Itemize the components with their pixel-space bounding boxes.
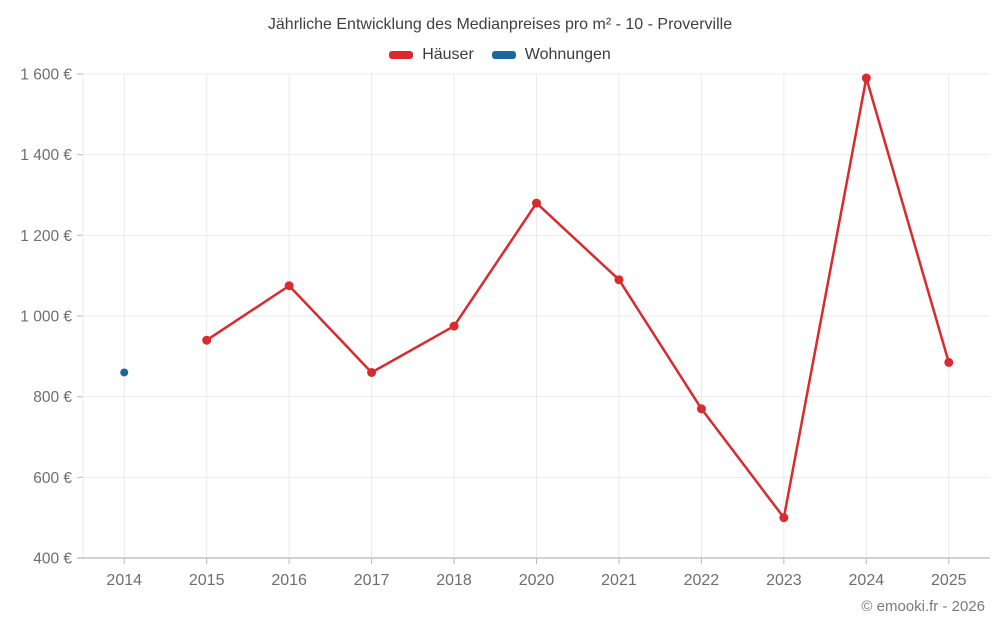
x-tick-label: 2021 [601, 572, 637, 589]
x-tick-label: 2025 [931, 572, 967, 589]
x-tick-label: 2017 [354, 572, 390, 589]
x-tick-label: 2024 [849, 572, 885, 589]
data-point-hauser-2024[interactable] [861, 73, 871, 83]
legend: Häuser Wohnungen [0, 46, 1000, 64]
legend-label-wohnungen: Wohnungen [524, 46, 611, 63]
x-tick-label: 2022 [684, 572, 720, 589]
x-tick-label: 2014 [106, 572, 142, 589]
data-point-wohnungen-2014[interactable] [120, 368, 129, 377]
data-point-hauser-2016[interactable] [284, 281, 294, 291]
x-tick-label: 2018 [436, 572, 472, 589]
data-point-hauser-2017[interactable] [367, 367, 377, 377]
wohnungen-series-swatch-icon [491, 51, 516, 59]
chart-title: Jährliche Entwicklung des Medianpreises … [267, 16, 733, 33]
y-tick-label: 400 € [33, 551, 72, 568]
data-point-hauser-2025[interactable] [944, 357, 954, 367]
x-tick-label: 2023 [766, 572, 802, 589]
legend-item-wohnungen[interactable]: Wohnungen [491, 46, 611, 64]
data-point-hauser-2015[interactable] [202, 335, 212, 345]
x-tick-label: 2020 [519, 572, 555, 589]
data-point-hauser-2020[interactable] [532, 198, 541, 208]
data-point-hauser-2021[interactable] [614, 275, 624, 285]
series-line-hauser [205, 76, 951, 519]
y-tick-label: 1 400 € [20, 147, 72, 164]
y-tick-label: 1 000 € [20, 309, 72, 326]
y-tick-label: 1 600 € [20, 67, 72, 84]
x-tick-label: 2015 [189, 572, 225, 589]
y-tick-label: 600 € [33, 470, 72, 487]
copyright-footer: © emooki.fr - 2026 [861, 598, 985, 615]
y-tick-label: 800 € [33, 389, 72, 406]
hauser-series-swatch-icon [389, 51, 414, 59]
data-point-hauser-2023[interactable] [779, 513, 789, 523]
y-tick-label: 1 200 € [20, 228, 72, 245]
x-tick-label: 2016 [271, 572, 307, 589]
data-point-hauser-2022[interactable] [696, 404, 706, 414]
legend-label-hauser: Häuser [422, 46, 474, 63]
data-point-hauser-2018[interactable] [449, 321, 459, 331]
legend-item-hauser[interactable]: Häuser [389, 46, 474, 64]
